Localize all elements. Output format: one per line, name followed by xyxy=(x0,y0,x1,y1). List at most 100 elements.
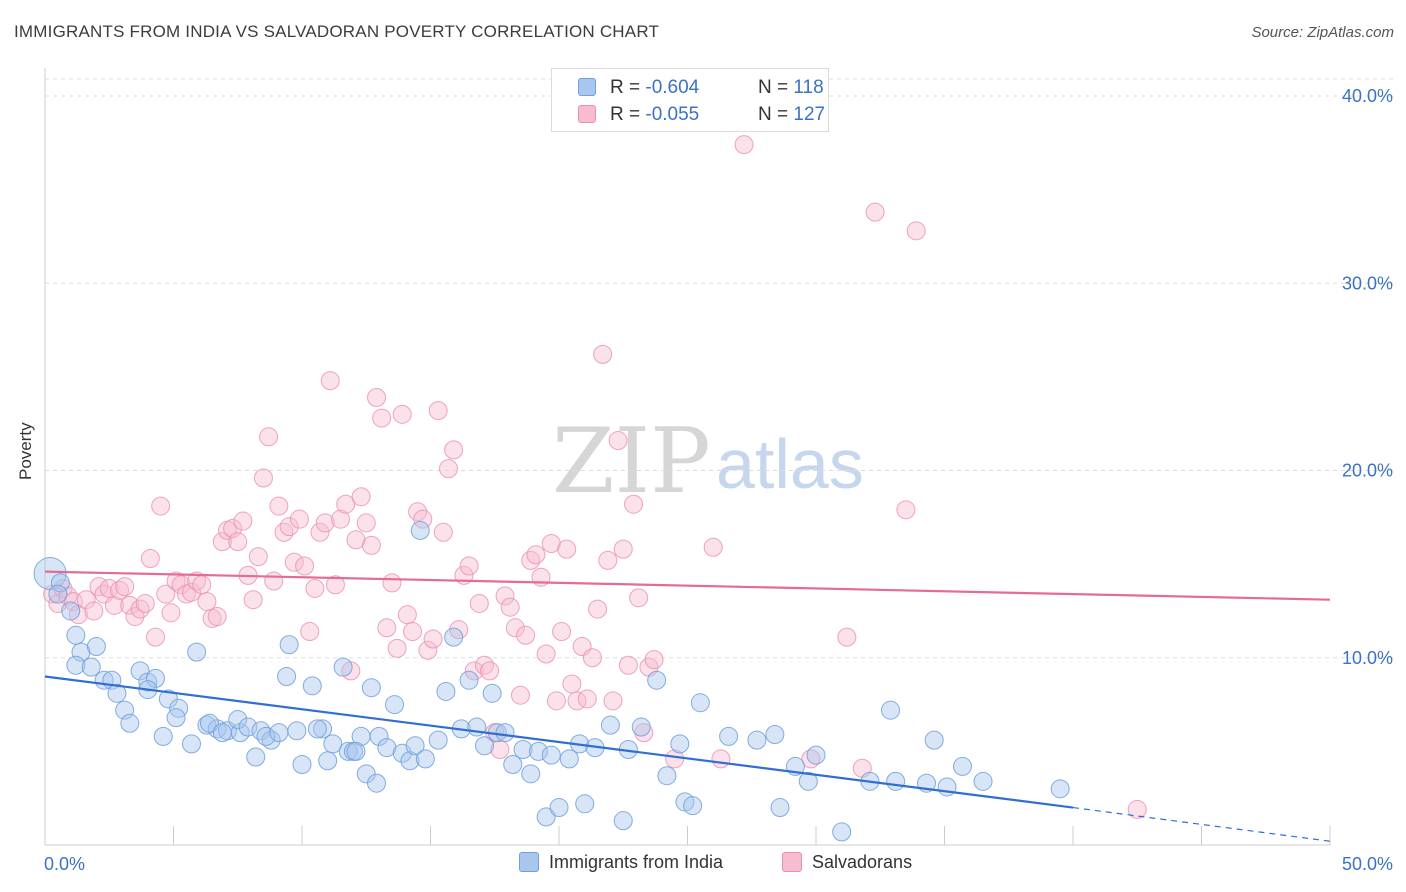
salvadorans-point xyxy=(140,549,160,569)
india-point xyxy=(428,730,448,750)
n-prefix: N = xyxy=(758,104,794,125)
salvadorans-point xyxy=(84,601,104,621)
watermark-atlas: atlas xyxy=(716,425,864,503)
india-point xyxy=(528,741,548,761)
bottom-legend-label-salvadorans: Salvadorans xyxy=(812,852,913,872)
chart-title: IMMIGRANTS FROM INDIA VS SALVADORAN POVE… xyxy=(14,22,660,41)
salvadorans-point xyxy=(295,556,315,576)
india-point xyxy=(459,670,479,690)
india-point xyxy=(302,676,322,696)
india-point xyxy=(559,749,579,769)
india-point xyxy=(613,811,633,831)
india-point xyxy=(410,520,430,540)
salvadorans-point xyxy=(279,517,299,537)
salvadorans-point xyxy=(392,404,412,424)
india-point xyxy=(444,627,464,647)
salvadorans-point xyxy=(536,644,556,664)
india-point xyxy=(361,678,381,698)
salvadorans-point xyxy=(505,618,525,638)
india-point xyxy=(1050,779,1070,799)
bottom-legend-india[interactable]: Immigrants from India xyxy=(519,852,723,873)
salvadorans-point xyxy=(310,522,330,542)
salvadorans-point xyxy=(315,513,335,533)
india-series xyxy=(33,520,1070,842)
salvadorans-point xyxy=(865,202,885,222)
india-point xyxy=(719,726,739,746)
salvadorans-point xyxy=(618,655,638,675)
salvadorans-point xyxy=(526,545,546,565)
correlation-legend: R = -0.604 N = 118 R = -0.055 N = 127 xyxy=(551,68,829,132)
salvadorans-point xyxy=(104,595,124,615)
salvadorans-point xyxy=(156,584,176,604)
india-point xyxy=(269,723,289,743)
salvadorans-point xyxy=(289,509,309,529)
india-point xyxy=(495,723,515,743)
salvadorans-point xyxy=(253,468,273,488)
india-point xyxy=(246,747,266,767)
salvadorans-point xyxy=(151,496,171,516)
salvadorans-point xyxy=(397,605,417,625)
salvadorans-point xyxy=(110,580,130,600)
salvadorans-point xyxy=(181,582,201,602)
salvadorans-point xyxy=(516,625,536,645)
salvadorans-trend-line xyxy=(44,570,1331,601)
r-prefix: R = xyxy=(610,104,646,125)
salvadorans-point xyxy=(801,749,821,769)
india-point xyxy=(181,734,201,754)
salvadorans-point xyxy=(459,556,479,576)
salvadorans-point xyxy=(120,595,140,615)
legend-swatch-india xyxy=(578,78,596,96)
india-point xyxy=(256,726,276,746)
india-point xyxy=(521,764,541,784)
india-point xyxy=(415,749,435,769)
bottom-legend-salvadorans[interactable]: Salvadorans xyxy=(782,852,912,873)
salvadorans-point xyxy=(734,135,754,155)
salvadorans-point xyxy=(644,650,664,670)
watermark: ZIP atlas xyxy=(552,409,864,514)
tick-labels: 10.0% 20.0% 30.0% 40.0% 0.0% 50.0% xyxy=(44,86,1393,874)
salvadorans-point xyxy=(1127,799,1147,819)
salvadorans-point xyxy=(161,603,181,623)
india-point xyxy=(81,657,101,677)
india-point xyxy=(333,657,353,677)
salvadorans-point xyxy=(469,593,489,613)
x-tick-label-max: 50.0% xyxy=(1342,854,1393,874)
india-point xyxy=(952,756,972,776)
india-point xyxy=(436,681,456,701)
salvadorans-point xyxy=(228,532,248,552)
salvadorans-point xyxy=(613,539,633,559)
india-point xyxy=(600,715,620,735)
n-value-salvadorans: 127 xyxy=(793,104,826,125)
salvadorans-point xyxy=(135,593,155,613)
trend-lines xyxy=(44,570,1331,842)
salvadorans-point xyxy=(593,344,613,364)
india-point xyxy=(690,693,710,713)
salvadorans-point xyxy=(361,535,381,555)
india-point xyxy=(292,754,312,774)
salvadorans-point xyxy=(629,588,649,608)
india-point xyxy=(886,771,906,791)
salvadorans-point xyxy=(896,500,916,520)
salvadorans-point xyxy=(382,573,402,593)
salvadorans-point xyxy=(248,547,268,567)
salvadorans-point xyxy=(212,532,232,552)
india-point xyxy=(683,796,703,816)
salvadorans-point xyxy=(444,440,464,460)
y-tick-label-40: 40.0% xyxy=(1342,86,1393,106)
salvadorans-point xyxy=(269,496,289,516)
india-point xyxy=(287,721,307,741)
salvadorans-point xyxy=(510,685,530,705)
india-point xyxy=(120,713,140,733)
salvadorans-point xyxy=(562,674,582,694)
watermark-zip: ZIP xyxy=(552,409,711,514)
india-point xyxy=(187,642,207,662)
salvadorans-point xyxy=(423,629,443,649)
salvadorans-point xyxy=(546,691,566,711)
x-tick-label-min: 0.0% xyxy=(44,854,85,874)
india-point xyxy=(513,740,533,760)
salvadorans-point xyxy=(233,511,253,531)
india-point xyxy=(212,723,232,743)
india-point xyxy=(66,655,86,675)
salvadorans-point xyxy=(351,487,371,507)
